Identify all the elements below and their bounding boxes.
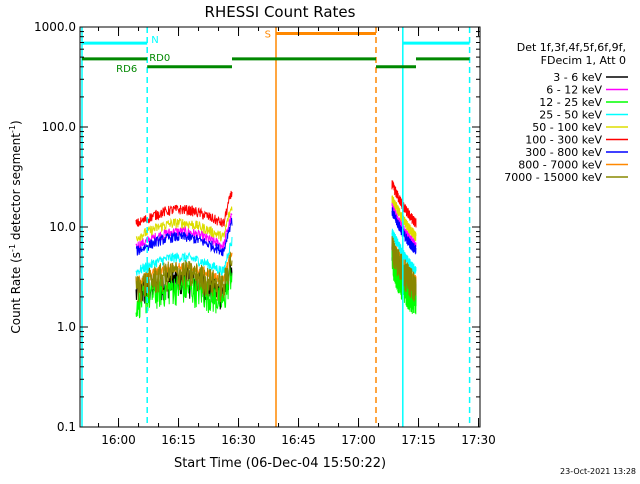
series-line-1-segment-0 [135, 213, 233, 252]
x-tick-label-2: 16:30 [221, 433, 256, 447]
series-line-4-segment-1 [391, 195, 417, 242]
event-layer: N S RD6 RD0 [81, 27, 471, 427]
y-tick-label-2: 10.0 [49, 220, 76, 234]
x-tick-label-1: 16:15 [161, 433, 196, 447]
legend-label-2: 12 - 25 keV [539, 96, 602, 109]
x-tick-label-6: 17:30 [461, 433, 496, 447]
series-line-6-segment-0 [135, 217, 233, 257]
series-line-6-segment-1 [391, 207, 417, 255]
legend-header-line-2: FDecim 1, Att 0 [541, 54, 626, 67]
legend-label-5: 100 - 300 keV [525, 134, 602, 147]
series-line-4-segment-0 [135, 206, 233, 242]
footer-timestamp: 23-Oct-2021 13:28 [560, 467, 636, 476]
y-axis-title-part-1: Count Rate (s [9, 252, 23, 334]
event-label-3: RD6 [116, 64, 137, 75]
x-tick-label-5: 17:15 [401, 433, 436, 447]
x-tick-label-0: 16:00 [101, 433, 136, 447]
y-tick-label-3: 100.0 [42, 120, 76, 134]
y-axis-title-exponent-2: -1 [8, 125, 17, 133]
legend-label-0: 3 - 6 keV [553, 71, 602, 84]
y-axis-title: Count Rate (s-1 detector segment-1) [8, 120, 23, 333]
legend-label-1: 6 - 12 keV [546, 84, 602, 97]
legend: Det 1f,3f,4f,5f,6f,9f, FDecim 1, Att 0 3… [504, 41, 628, 184]
axis-layer: 0.1 1.0 10.0 100.0 1000.0 16:00 16:15 16:30 16:4… [34, 20, 496, 447]
series-line-5-segment-0 [135, 190, 233, 228]
legend-header-line-1: Det 1f,3f,4f,5f,6f,9f, [517, 41, 626, 54]
legend-label-8: 7000 - 15000 keV [504, 171, 602, 184]
series-line-8-segment-1 [391, 235, 417, 302]
y-axis-title-part-3: ) [9, 120, 23, 125]
series-line-8-segment-0 [135, 251, 233, 303]
x-axis-title: Start Time (06-Dec-04 15:50:22) [174, 456, 386, 471]
x-tick-label-3: 16:45 [281, 433, 316, 447]
event-label-4: RD0 [149, 53, 170, 64]
y-tick-label-1: 1.0 [57, 320, 76, 334]
data-layer [135, 180, 417, 319]
series-line-5-segment-1 [391, 180, 417, 228]
event-label-0: N [151, 35, 158, 46]
y-tick-label-0: 0.1 [57, 420, 76, 434]
chart-title: RHESSI Count Rates [205, 3, 356, 21]
y-axis-title-part-2: detector segment [9, 133, 23, 244]
series-line-3-segment-0 [135, 236, 233, 277]
x-tick-label-4: 17:00 [341, 433, 376, 447]
legend-label-7: 800 - 7000 keV [518, 159, 602, 172]
legend-label-3: 25 - 50 keV [539, 109, 602, 122]
legend-label-4: 50 - 100 keV [532, 121, 602, 134]
y-axis-title-exponent-1: -1 [8, 244, 17, 252]
series-line-2-segment-0 [135, 267, 233, 319]
y-tick-label-4: 1000.0 [34, 20, 76, 34]
event-label-2: S [265, 30, 271, 41]
legend-label-6: 300 - 800 keV [525, 146, 602, 159]
